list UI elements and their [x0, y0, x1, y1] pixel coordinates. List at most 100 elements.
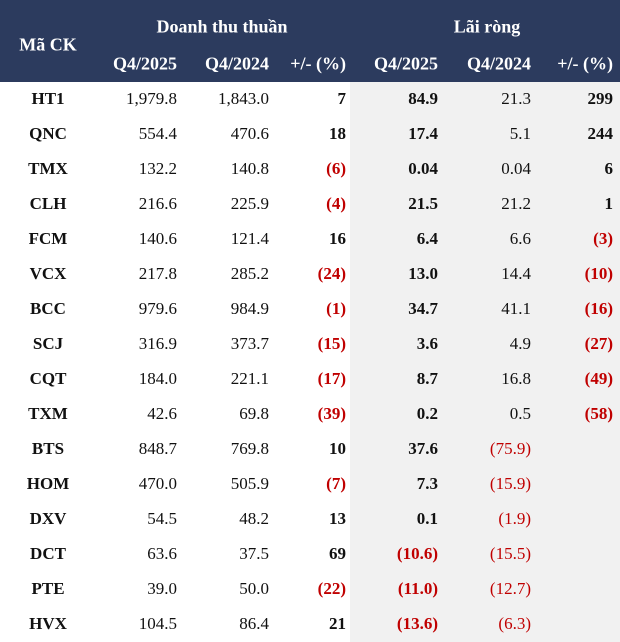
column-header: Q4/2025 — [112, 53, 177, 74]
value-cell: 848.7 — [138, 439, 177, 458]
value-cell: 86.4 — [239, 614, 269, 633]
value-cell: 217.8 — [138, 264, 177, 283]
value-cell: 0.04 — [501, 159, 531, 178]
value-cell: 299 — [587, 89, 614, 108]
ticker-cell: DXV — [29, 509, 67, 528]
value-cell: 41.1 — [501, 299, 531, 318]
value-cell: 184.0 — [138, 369, 177, 388]
value-cell: 140.6 — [138, 229, 177, 248]
ticker-cell: QNC — [29, 124, 67, 143]
value-cell: (6.3) — [498, 614, 531, 633]
value-cell: 769.8 — [230, 439, 269, 458]
value-cell: 18 — [329, 124, 346, 143]
value-cell: 104.5 — [138, 614, 177, 633]
ticker-cell: VCX — [29, 264, 67, 283]
ticker-cell: PTE — [31, 579, 65, 598]
value-cell: 21.5 — [408, 194, 438, 213]
value-cell: (49) — [584, 369, 613, 388]
value-cell: (13.6) — [396, 614, 438, 633]
value-cell: (7) — [326, 474, 346, 493]
column-header: Q4/2024 — [466, 53, 531, 74]
ticker-cell: HOM — [26, 474, 70, 493]
value-cell: (1.9) — [498, 509, 531, 528]
ticker-cell: BTS — [31, 439, 65, 458]
value-cell: 470.0 — [138, 474, 177, 493]
value-cell: 316.9 — [138, 334, 177, 353]
value-cell: 3.6 — [416, 334, 438, 353]
value-cell: 39.0 — [147, 579, 177, 598]
value-cell: 13 — [329, 509, 346, 528]
value-cell: 6.6 — [509, 229, 531, 248]
value-cell: 63.6 — [147, 544, 177, 563]
value-cell: 7.3 — [416, 474, 438, 493]
value-cell: 16.8 — [501, 369, 531, 388]
value-cell: 6 — [604, 159, 614, 178]
value-cell: 140.8 — [230, 159, 269, 178]
value-cell: (17) — [317, 369, 346, 388]
value-cell: 979.6 — [138, 299, 177, 318]
value-cell: 554.4 — [138, 124, 177, 143]
header-bar — [0, 0, 620, 82]
value-cell: 4.9 — [509, 334, 531, 353]
value-cell: (15.9) — [489, 474, 531, 493]
value-cell: 84.9 — [408, 89, 438, 108]
ticker-cell: TXM — [28, 404, 68, 423]
value-cell: 6.4 — [416, 229, 438, 248]
value-cell: 1 — [604, 194, 614, 213]
group-header: Doanh thu thuần — [156, 16, 288, 37]
value-cell: (24) — [317, 264, 346, 283]
value-cell: 0.1 — [416, 509, 438, 528]
value-cell: (10) — [584, 264, 613, 283]
value-cell: (16) — [584, 299, 613, 318]
value-cell: 7 — [337, 89, 347, 108]
value-cell: 8.7 — [416, 369, 438, 388]
value-cell: (22) — [317, 579, 346, 598]
value-cell: 17.4 — [408, 124, 438, 143]
value-cell: (11.0) — [397, 579, 438, 598]
value-cell: 984.9 — [230, 299, 269, 318]
value-cell: 37.5 — [239, 544, 269, 563]
value-cell: (27) — [584, 334, 613, 353]
value-cell: 1,979.8 — [126, 89, 177, 108]
value-cell: 1,843.0 — [218, 89, 269, 108]
ticker-cell: TMX — [28, 159, 68, 178]
value-cell: 0.5 — [509, 404, 531, 423]
value-cell: 470.6 — [230, 124, 269, 143]
value-cell: 285.2 — [230, 264, 269, 283]
value-cell: (4) — [326, 194, 346, 213]
value-cell: 121.4 — [230, 229, 269, 248]
value-cell: 21 — [329, 614, 346, 633]
ticker-cell: HT1 — [31, 89, 65, 108]
value-cell: 54.5 — [147, 509, 177, 528]
value-cell: 505.9 — [230, 474, 269, 493]
value-cell: 0.2 — [416, 404, 438, 423]
value-cell: 48.2 — [239, 509, 269, 528]
value-cell: (3) — [593, 229, 613, 248]
value-cell: 5.1 — [509, 124, 531, 143]
ticker-cell: FCM — [28, 229, 68, 248]
value-cell: (12.7) — [489, 579, 531, 598]
value-cell: (15) — [317, 334, 346, 353]
value-cell: 16 — [329, 229, 346, 248]
value-cell: 37.6 — [408, 439, 438, 458]
value-cell: 221.1 — [230, 369, 269, 388]
value-cell: (10.6) — [396, 544, 438, 563]
column-header: +/- (%) — [557, 53, 613, 74]
value-cell: 132.2 — [138, 159, 177, 178]
value-cell: (75.9) — [489, 439, 531, 458]
value-cell: 34.7 — [408, 299, 438, 318]
ticker-cell: SCJ — [32, 334, 64, 353]
net-profit-shade — [350, 82, 620, 642]
column-header: Q4/2024 — [204, 53, 269, 74]
ticker-header: Mã CK — [19, 34, 77, 55]
value-cell: 10 — [329, 439, 346, 458]
value-cell: (15.5) — [489, 544, 531, 563]
value-cell: 69 — [329, 544, 346, 563]
value-cell: 69.8 — [239, 404, 269, 423]
value-cell: 14.4 — [501, 264, 531, 283]
value-cell: (6) — [326, 159, 346, 178]
ticker-cell: HVX — [29, 614, 67, 633]
value-cell: (39) — [317, 404, 346, 423]
value-cell: 216.6 — [138, 194, 177, 213]
column-header: +/- (%) — [290, 53, 346, 74]
